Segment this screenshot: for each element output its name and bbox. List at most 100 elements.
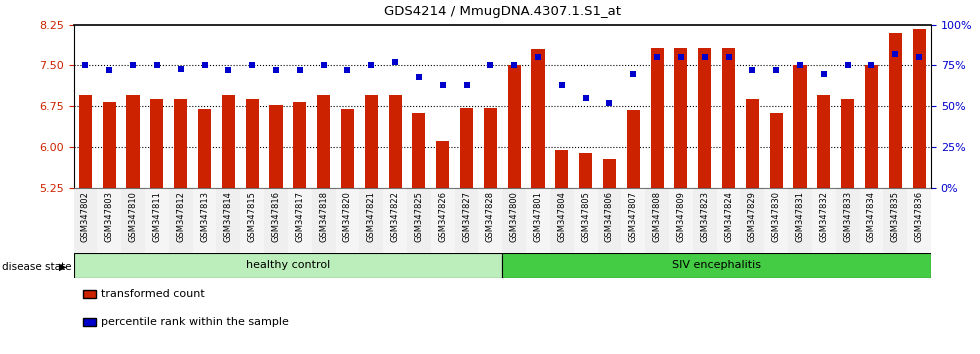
Point	[292, 68, 308, 73]
Text: GSM347831: GSM347831	[796, 191, 805, 242]
Point	[578, 95, 594, 101]
Point	[602, 100, 617, 106]
Text: GSM347825: GSM347825	[415, 191, 423, 242]
Point	[625, 71, 641, 76]
Point	[888, 51, 904, 57]
Bar	[550, 188, 573, 253]
Point	[172, 66, 188, 72]
Bar	[478, 188, 502, 253]
Text: transformed count: transformed count	[101, 289, 205, 299]
Text: GSM347800: GSM347800	[510, 191, 518, 242]
Bar	[865, 65, 878, 188]
Bar	[502, 188, 526, 253]
Bar	[150, 99, 164, 188]
Bar	[841, 99, 855, 188]
Text: GSM347830: GSM347830	[771, 191, 781, 242]
Bar	[293, 102, 307, 188]
Bar	[722, 48, 735, 188]
Bar	[145, 188, 169, 253]
Text: disease state: disease state	[2, 262, 72, 272]
Text: GSM347806: GSM347806	[605, 191, 613, 242]
Point	[507, 63, 522, 68]
Bar	[312, 188, 335, 253]
Bar	[431, 188, 455, 253]
Bar	[288, 188, 312, 253]
Bar	[264, 188, 288, 253]
Bar	[360, 188, 383, 253]
Point	[269, 68, 284, 73]
Text: GSM347827: GSM347827	[462, 191, 471, 242]
Text: GSM347815: GSM347815	[248, 191, 257, 242]
Text: GSM347821: GSM347821	[367, 191, 375, 242]
Point	[459, 82, 474, 88]
Text: GSM347805: GSM347805	[581, 191, 590, 242]
Bar	[508, 65, 520, 188]
Point	[340, 68, 356, 73]
Bar	[598, 188, 621, 253]
Point	[840, 63, 856, 68]
Text: GSM347823: GSM347823	[701, 191, 710, 242]
Text: GSM347804: GSM347804	[558, 191, 566, 242]
Bar	[716, 188, 741, 253]
Bar	[169, 188, 193, 253]
Text: GSM347816: GSM347816	[271, 191, 280, 242]
Text: percentile rank within the sample: percentile rank within the sample	[101, 317, 289, 327]
Bar	[413, 113, 425, 188]
Text: GSM347807: GSM347807	[629, 191, 638, 242]
Text: GSM347803: GSM347803	[105, 191, 114, 242]
Point	[101, 68, 117, 73]
Bar	[556, 150, 568, 188]
Text: GSM347833: GSM347833	[843, 191, 853, 242]
Bar	[883, 188, 907, 253]
Text: GSM347832: GSM347832	[819, 191, 828, 242]
Bar	[122, 188, 145, 253]
Bar	[531, 49, 545, 188]
Bar	[746, 99, 759, 188]
Point	[863, 63, 879, 68]
Bar	[817, 95, 830, 188]
Bar	[270, 104, 282, 188]
Bar	[240, 188, 264, 253]
Text: GSM347817: GSM347817	[295, 191, 304, 242]
Text: GSM347836: GSM347836	[914, 191, 923, 242]
Text: GSM347835: GSM347835	[891, 191, 900, 242]
Bar	[698, 48, 711, 188]
Text: GSM347822: GSM347822	[391, 191, 400, 242]
Bar	[341, 109, 354, 188]
Point	[649, 55, 664, 60]
Text: SIV encephalitis: SIV encephalitis	[672, 261, 761, 270]
Bar	[645, 188, 669, 253]
Bar	[573, 188, 598, 253]
Point	[745, 68, 760, 73]
Bar	[460, 108, 473, 188]
Bar	[769, 113, 783, 188]
Bar	[526, 188, 550, 253]
Bar	[97, 188, 122, 253]
Text: GSM347824: GSM347824	[724, 191, 733, 242]
Text: GSM347828: GSM347828	[486, 191, 495, 242]
Text: GSM347814: GSM347814	[223, 191, 233, 242]
Point	[792, 63, 808, 68]
Bar	[74, 253, 502, 278]
Text: GSM347801: GSM347801	[533, 191, 543, 242]
Bar	[221, 95, 235, 188]
Text: GSM347826: GSM347826	[438, 191, 447, 242]
Bar	[693, 188, 716, 253]
Point	[244, 63, 260, 68]
Bar	[217, 188, 240, 253]
Point	[316, 63, 331, 68]
Point	[149, 63, 165, 68]
Bar	[198, 109, 211, 188]
Bar	[174, 99, 187, 188]
Bar	[78, 95, 92, 188]
Bar	[907, 188, 931, 253]
Point	[768, 68, 784, 73]
Point	[411, 74, 426, 80]
Text: GSM347810: GSM347810	[128, 191, 137, 242]
Text: healthy control: healthy control	[246, 261, 330, 270]
Text: GSM347811: GSM347811	[152, 191, 162, 242]
Bar	[103, 102, 116, 188]
Point	[77, 63, 93, 68]
Bar	[626, 110, 640, 188]
Bar	[674, 48, 687, 188]
